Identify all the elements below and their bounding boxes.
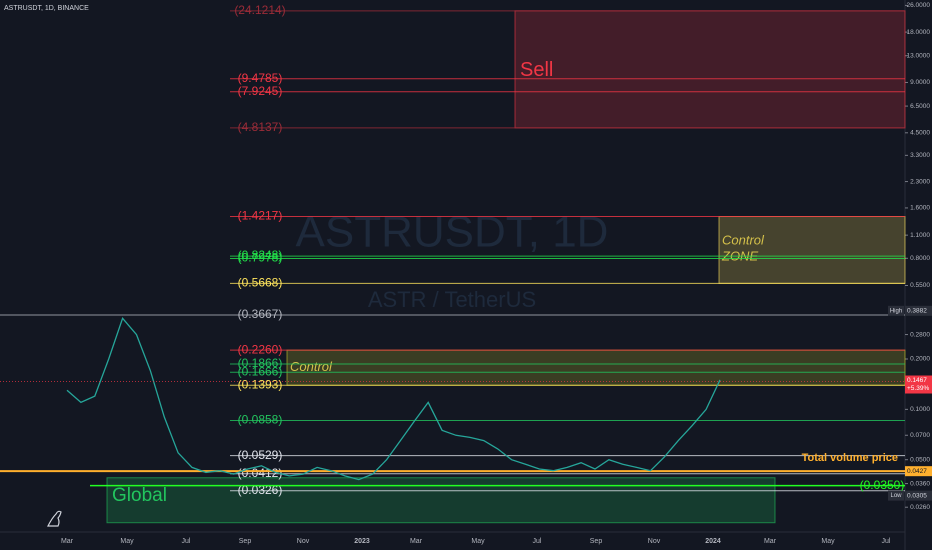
level-label: (0.0858) — [238, 413, 283, 427]
y-tick-label: 0.0700 — [910, 432, 930, 439]
level-label: (24.1214) — [234, 3, 285, 17]
y-tick-label: 4.5000 — [910, 130, 930, 137]
level-label: (0.3667) — [238, 307, 283, 321]
global-label: (0.0350) — [860, 478, 905, 492]
y-tick-label: 0.5500 — [910, 282, 930, 289]
zone-label-line: Control — [290, 360, 333, 375]
y-tick-label: 0.0500 — [910, 456, 930, 463]
x-tick-label: Mar — [410, 538, 423, 545]
zone — [718, 216, 906, 284]
watermark-symbol: ASTRUSDT, 1D — [296, 208, 609, 257]
high-tag-box — [888, 305, 904, 316]
last-price: 0.1467 — [907, 377, 927, 384]
level-label: (0.1866) — [238, 356, 283, 370]
x-tick-label: May — [821, 538, 835, 545]
y-tick-label: 0.0260 — [910, 504, 930, 511]
volume-price-value: 0.0427 — [907, 468, 927, 475]
zone-label: Sell — [520, 59, 553, 81]
high-tag: High — [890, 308, 902, 314]
zone — [514, 10, 906, 129]
level-label: (0.1666) — [238, 364, 283, 378]
level-label: (0.7978) — [238, 251, 283, 265]
y-tick-label: 9.0000 — [910, 79, 930, 86]
y-tick-label: 2.3000 — [910, 178, 930, 185]
x-tick-label: Sep — [239, 538, 252, 545]
zone-label-line: Control — [722, 233, 765, 248]
level-label: (4.8137) — [238, 120, 283, 134]
level-label: (0.0529) — [238, 448, 283, 462]
low-value: 0.0305 — [907, 492, 927, 499]
x-tick-label: May — [471, 538, 485, 545]
y-tick-label: 6.5000 — [910, 103, 930, 110]
y-tick-label: 0.2000 — [910, 356, 930, 363]
volume-price-tag — [905, 466, 932, 477]
y-tick-label: 26.0000 — [907, 2, 931, 9]
volume-price-label: Total volume price — [802, 452, 898, 464]
level-label: (0.0412) — [238, 466, 283, 480]
x-tick-label: Sep — [590, 538, 603, 545]
y-tick-label: 0.0360 — [910, 480, 930, 487]
x-tick-label: May — [120, 538, 134, 545]
x-tick-label: 2024 — [705, 538, 721, 545]
y-tick-label: 13.0000 — [907, 52, 931, 59]
level-label: (0.5668) — [238, 275, 283, 289]
x-tick-label: 2023 — [354, 538, 370, 545]
low-value-box — [905, 490, 932, 501]
level-label: (9.4785) — [238, 71, 283, 85]
last-change: +5.39% — [907, 385, 929, 392]
y-tick-label: 0.2800 — [910, 331, 930, 338]
last-price-box — [905, 375, 932, 394]
watermark-description: ASTR / TetherUS — [368, 287, 536, 312]
low-tag: Low — [890, 493, 902, 499]
level-label: (1.4217) — [238, 209, 283, 223]
x-tick-label: Nov — [648, 538, 661, 545]
level-label: (0.2260) — [238, 342, 283, 356]
zone-label-line: Sell — [520, 59, 553, 81]
x-tick-label: Nov — [297, 538, 310, 545]
high-value: 0.3882 — [907, 308, 927, 315]
low-tag-box — [888, 490, 904, 501]
x-tick-label: Jul — [182, 538, 191, 545]
y-tick-label: 1.6000 — [910, 205, 930, 212]
zone-label-line: Global — [112, 485, 167, 506]
zone-label: Control — [290, 360, 333, 375]
y-tick-label: 0.1000 — [910, 406, 930, 413]
zone — [106, 477, 776, 524]
symbol-info: ASTRUSDT, 1D, BINANCE — [4, 5, 89, 12]
price-line — [66, 317, 721, 481]
y-tick-label: 18.0000 — [907, 29, 931, 36]
x-tick-label: Mar — [764, 538, 777, 545]
zone — [286, 349, 906, 386]
y-tick-label: 3.3000 — [910, 152, 930, 159]
logo — [47, 510, 62, 527]
level-label: (0.0326) — [238, 483, 283, 497]
level-label: (0.1393) — [238, 377, 283, 391]
level-label: (7.9245) — [238, 84, 283, 98]
zone-label: Global — [112, 485, 167, 506]
y-tick-label: 0.8000 — [910, 255, 930, 262]
x-tick-label: Jul — [882, 538, 891, 545]
x-tick-label: Jul — [533, 538, 542, 545]
high-value-box — [905, 305, 932, 316]
x-tick-label: Mar — [61, 538, 74, 545]
y-tick-label: 1.1000 — [910, 232, 930, 239]
